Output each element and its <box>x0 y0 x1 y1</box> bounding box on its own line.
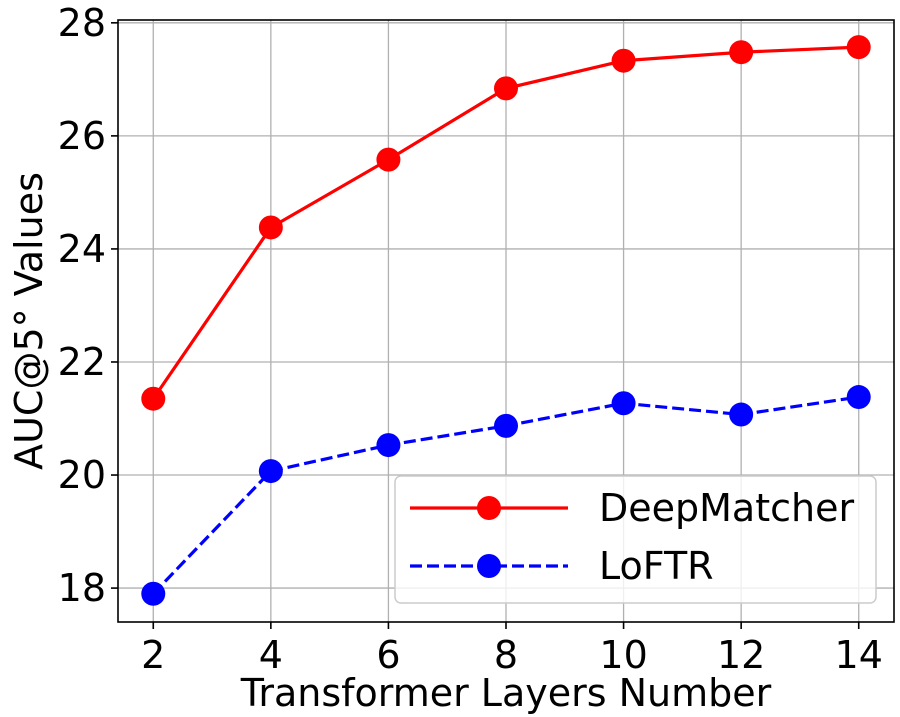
grid <box>118 20 894 622</box>
x-tick-label: 12 <box>717 633 765 677</box>
loftr-point <box>846 385 871 410</box>
y-tick-label: 24 <box>58 227 106 271</box>
loftr-point <box>729 402 754 427</box>
legend-loftr-marker <box>477 554 501 578</box>
x-tick-label: 14 <box>835 633 883 677</box>
deepmatcher-point <box>846 35 871 60</box>
y-tick-label: 26 <box>58 114 106 158</box>
y-tick-label: 28 <box>58 1 106 45</box>
legend-deepmatcher-marker <box>477 496 501 520</box>
loftr-point <box>376 433 401 458</box>
deepmatcher-point <box>258 215 283 240</box>
loftr-point <box>141 581 166 606</box>
x-tick-label: 4 <box>259 633 283 677</box>
deepmatcher-point <box>376 147 401 172</box>
x-tick-label: 2 <box>141 633 165 677</box>
deepmatcher-point <box>611 48 636 73</box>
y-tick-label: 18 <box>58 566 106 610</box>
y-tick-label: 22 <box>58 340 106 384</box>
deepmatcher-point <box>729 40 754 65</box>
x-tick-label: 8 <box>494 633 518 677</box>
x-tick-label: 6 <box>376 633 400 677</box>
series-layer <box>141 35 871 606</box>
loftr-point <box>494 413 518 438</box>
deepmatcher-point <box>494 76 518 101</box>
y-tick-label: 20 <box>58 453 106 497</box>
loftr-point <box>258 459 283 484</box>
x-tick-label: 10 <box>599 633 647 677</box>
x-axis-label: Transformer Layers Number <box>240 671 772 715</box>
y-axis-label: AUC@5° Values <box>7 172 51 470</box>
legend-loftr-label: LoFTR <box>599 544 714 588</box>
deepmatcher-point <box>141 386 166 411</box>
legend: DeepMatcher LoFTR <box>394 475 877 604</box>
legend-deepmatcher-label: DeepMatcher <box>599 486 854 530</box>
loftr-point <box>611 391 636 416</box>
